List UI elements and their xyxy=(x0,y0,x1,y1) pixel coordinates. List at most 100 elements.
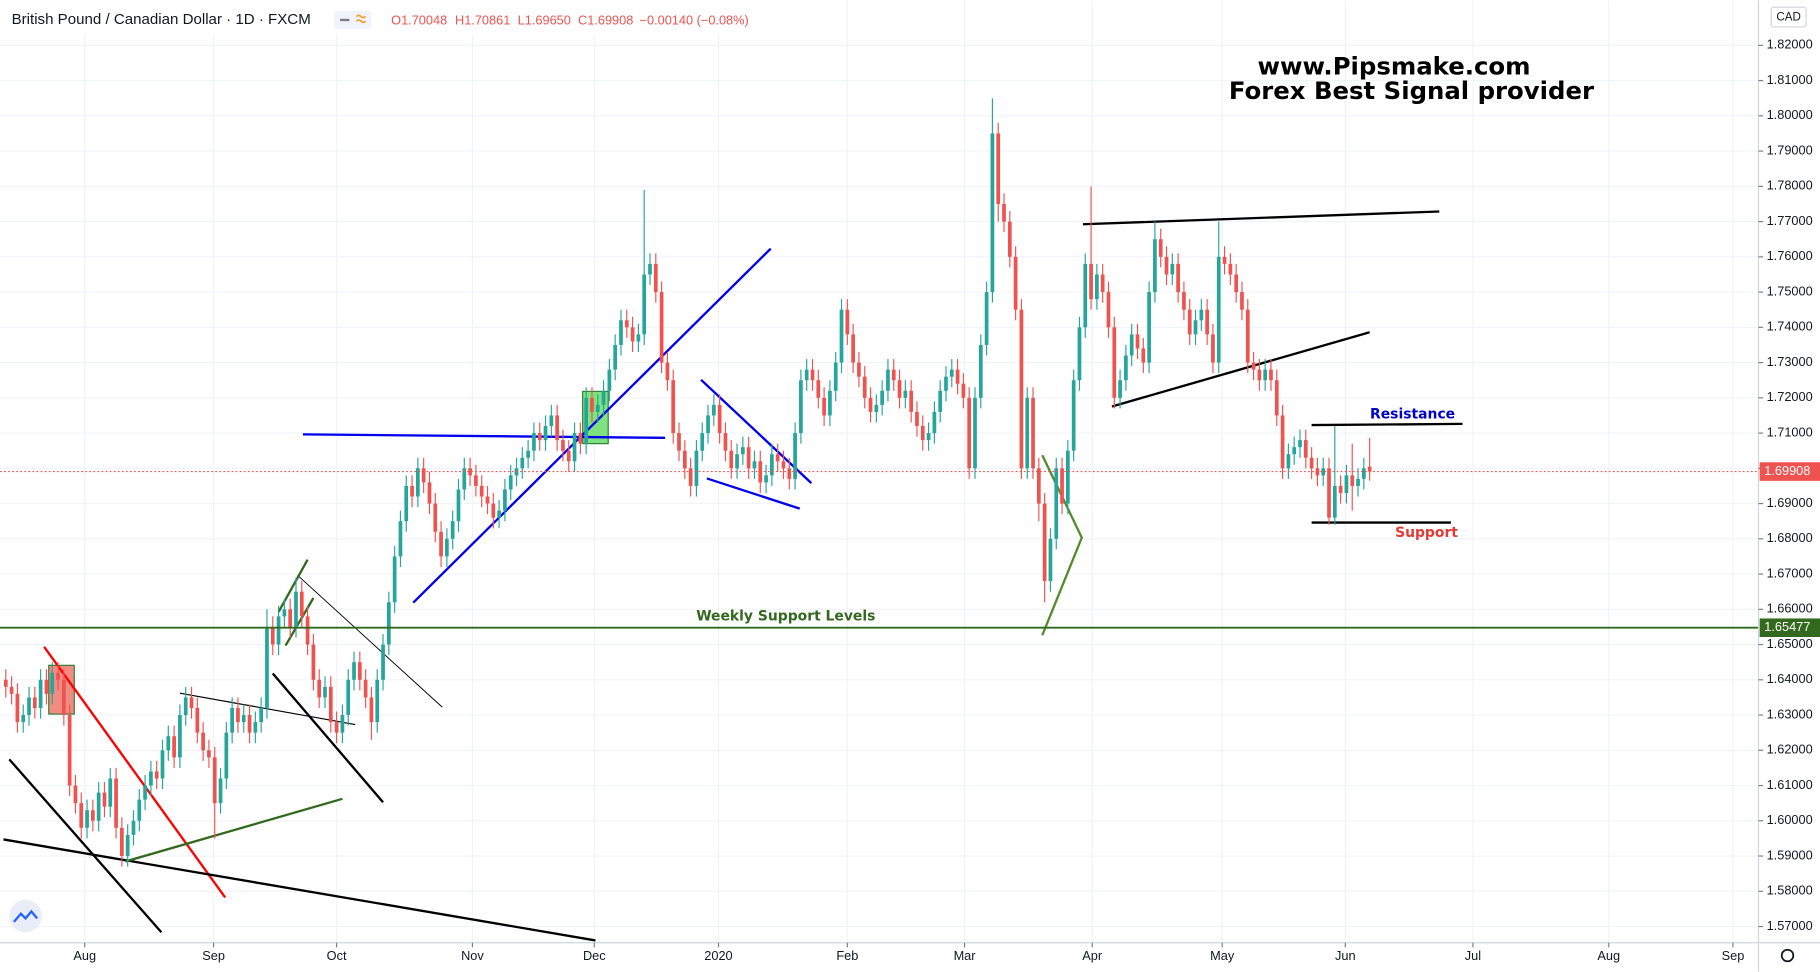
candle-body xyxy=(909,390,914,412)
candle-body xyxy=(85,810,89,828)
candle-body xyxy=(926,433,931,441)
y-tick-label: 1.63000 xyxy=(1767,706,1813,721)
indicator-toggle[interactable] xyxy=(334,10,372,30)
candle-body xyxy=(154,771,159,779)
candle-body xyxy=(340,715,345,733)
indicator-icon xyxy=(355,14,367,24)
annotation: Weekly Support Levels xyxy=(696,609,875,625)
settings-button[interactable] xyxy=(1780,948,1795,963)
candle-body xyxy=(1350,475,1355,486)
candle-body xyxy=(91,810,95,821)
logo-button[interactable] xyxy=(9,899,42,933)
candle-body xyxy=(781,461,786,469)
candle-body xyxy=(108,778,113,807)
trend-line xyxy=(297,575,443,708)
currency-box[interactable] xyxy=(1770,6,1807,28)
price-label: 1.69908 xyxy=(1764,463,1810,478)
candle-body xyxy=(630,327,635,342)
candle-body xyxy=(79,803,84,828)
annotation: Resistance xyxy=(1370,407,1455,423)
x-tick-label: Dec xyxy=(583,948,606,963)
candle-body xyxy=(1234,274,1239,293)
candle-body xyxy=(207,750,211,758)
trend-line xyxy=(43,646,227,899)
candle-body xyxy=(862,376,867,398)
candle-body xyxy=(874,404,879,412)
candle-body xyxy=(1066,450,1070,504)
candle-body xyxy=(682,450,687,469)
candle-body xyxy=(381,644,385,680)
candle-body xyxy=(166,736,171,751)
candle-body xyxy=(212,757,217,804)
trend-line xyxy=(3,838,596,942)
candle-body xyxy=(752,461,757,469)
candle-body xyxy=(636,334,641,342)
candle-body xyxy=(775,454,780,462)
candle-body xyxy=(1292,447,1297,455)
y-tick-label: 1.80000 xyxy=(1767,107,1813,122)
candle-body xyxy=(642,274,647,335)
x-tick-label: Apr xyxy=(1082,948,1103,963)
candle-body xyxy=(474,475,478,486)
candle-body xyxy=(73,785,78,804)
y-tick-label: 1.76000 xyxy=(1767,248,1813,263)
y-tick-label: 1.68000 xyxy=(1767,530,1813,545)
symbol: British Pound / Canadian Dollar · 1D · F… xyxy=(12,11,311,28)
candle-body xyxy=(1048,538,1053,582)
overlay xyxy=(0,470,1759,629)
candle-body xyxy=(491,503,496,518)
watermark-site: www.Pipsmake.com xyxy=(1257,52,1530,81)
candle-body xyxy=(1286,454,1291,469)
y-tick-label: 1.81000 xyxy=(1767,72,1813,87)
ohlc-open: O1.70048 xyxy=(391,13,447,28)
candle-body xyxy=(938,390,943,412)
candle-body xyxy=(363,679,368,698)
candle-body xyxy=(549,415,554,427)
candle-body xyxy=(1205,309,1209,335)
candle-body xyxy=(729,450,734,469)
x-tick-label: Jun xyxy=(1335,948,1356,963)
candle-body xyxy=(1187,309,1192,335)
candle-body xyxy=(996,133,1001,204)
logo-icon xyxy=(13,909,39,923)
candle-body xyxy=(201,732,205,751)
y-tick-label: 1.59000 xyxy=(1767,847,1813,862)
candle-body xyxy=(1251,362,1256,370)
trend-line xyxy=(284,597,315,647)
candle-body xyxy=(3,679,8,687)
candle-body xyxy=(1274,380,1279,416)
candle-body xyxy=(178,715,182,758)
grid xyxy=(0,0,1759,943)
candle-body xyxy=(833,362,838,391)
candle-body xyxy=(241,715,246,723)
candle-body xyxy=(1338,485,1343,493)
candle-body xyxy=(410,485,414,497)
candle-body xyxy=(270,626,275,645)
candle-body xyxy=(172,736,176,758)
candle-body xyxy=(61,679,66,716)
candle-body xyxy=(706,415,710,434)
candle-body xyxy=(584,397,589,444)
x-tick-label: Sep xyxy=(202,948,225,963)
candle-body xyxy=(9,686,14,694)
x-tick-label: Sep xyxy=(1722,948,1745,963)
candle-body xyxy=(1344,475,1349,493)
candle-body xyxy=(508,475,513,490)
candle-body xyxy=(218,778,223,804)
candle-body xyxy=(1025,397,1030,469)
candle-body xyxy=(857,362,861,377)
candle-body xyxy=(1019,309,1024,469)
candle-body xyxy=(590,397,594,412)
candle-body xyxy=(1245,309,1250,363)
candle-body xyxy=(595,404,600,412)
candle-body xyxy=(1077,327,1082,381)
candle-body xyxy=(984,292,989,345)
candle-body xyxy=(677,433,681,451)
candle-body xyxy=(137,799,142,821)
candle-body xyxy=(44,679,49,694)
trend-line xyxy=(412,247,772,604)
y-tick-label: 1.74000 xyxy=(1767,319,1813,334)
axes: 1.57000 1.58000 1.59000 1.60000 1.61000 1.620… xyxy=(73,37,1820,963)
candle-body xyxy=(479,485,484,497)
y-tick-label: 1.75000 xyxy=(1767,283,1813,298)
